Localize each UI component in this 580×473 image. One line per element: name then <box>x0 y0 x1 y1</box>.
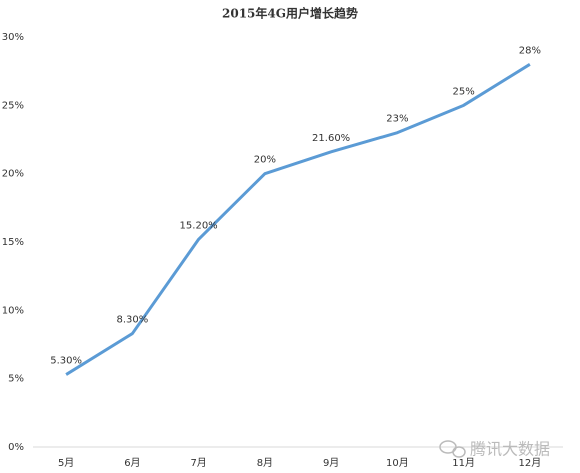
x-tick-label: 6月 <box>124 457 140 469</box>
data-label: 21.60% <box>312 133 350 144</box>
watermark: 腾讯大数据 <box>470 440 550 459</box>
x-tick-label: 7月 <box>190 457 206 469</box>
line <box>65 63 531 376</box>
y-tick-label: 5% <box>8 374 24 385</box>
x-tick-label: 8月 <box>257 457 273 469</box>
x-tick-label: 9月 <box>323 457 339 469</box>
data-label: 5.30% <box>50 356 82 367</box>
y-tick-label: 25% <box>2 100 24 111</box>
x-tick-label: 12月 <box>519 457 542 469</box>
watermark-icon <box>439 440 466 458</box>
data-label: 28% <box>519 45 541 56</box>
x-tick-label: 10月 <box>386 457 409 469</box>
data-label: 23% <box>386 114 408 125</box>
x-tick-label: 5月 <box>58 457 74 469</box>
y-tick-label: 20% <box>2 169 24 180</box>
y-tick-label: 10% <box>2 305 24 316</box>
y-tick-label: 30% <box>2 32 24 43</box>
x-tick-label: 11月 <box>452 457 475 469</box>
y-tick-label: 0% <box>8 442 24 453</box>
data-label: 15.20% <box>180 220 218 231</box>
chart-title: 2015年4G用户增长趋势 <box>222 6 358 21</box>
data-label: 25% <box>453 86 475 97</box>
data-label: 20% <box>254 155 276 166</box>
data-label: 8.30% <box>116 315 148 326</box>
y-tick-label: 15% <box>2 237 24 248</box>
